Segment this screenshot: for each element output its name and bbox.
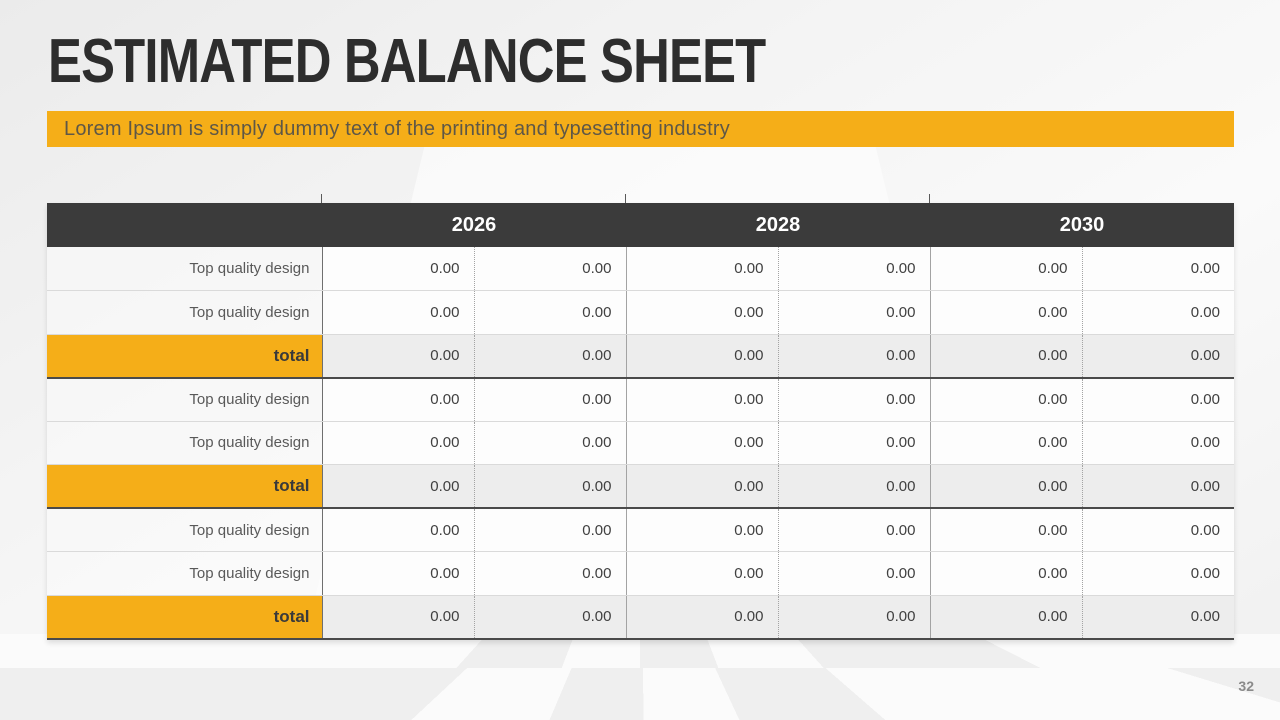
year-header-row: 2026 2028 2030 (47, 203, 1234, 247)
total-label-cell: total (47, 334, 323, 379)
value-cell: 0.00 (322, 421, 475, 465)
row-label-cell: Top quality design (47, 247, 323, 291)
value-cell: 0.00 (1082, 421, 1234, 465)
value-cell: 0.00 (778, 247, 931, 291)
value-cell: 0.00 (474, 508, 627, 552)
value-cell: 0.00 (930, 551, 1083, 596)
value-cell: 0.00 (626, 247, 779, 291)
value-cell: 0.00 (778, 551, 931, 596)
value-cell: 0.00 (930, 247, 1083, 291)
total-row: total 0.00 0.00 0.00 0.00 0.00 0.00 (47, 464, 1234, 509)
value-cell: 0.00 (930, 508, 1083, 552)
value-cell: 0.00 (626, 421, 779, 465)
table-row: Top quality design 0.00 0.00 0.00 0.00 0.00 0.… (47, 508, 1234, 552)
value-cell: 0.00 (778, 464, 931, 509)
value-cell: 0.00 (778, 334, 931, 379)
balance-sheet-table: 2026 2028 2030 Top quality design 0.00 0.0… (47, 203, 1234, 640)
row-label-cell: Top quality design (47, 421, 323, 465)
table-row: Top quality design 0.00 0.00 0.00 0.00 0.00 0.… (47, 551, 1234, 596)
value-cell: 0.00 (1082, 377, 1234, 422)
total-label-cell: total (47, 595, 323, 640)
subtitle-banner: Lorem Ipsum is simply dummy text of the … (47, 111, 1234, 147)
value-cell: 0.00 (778, 508, 931, 552)
value-cell: 0.00 (1082, 247, 1234, 291)
value-cell: 0.00 (474, 421, 627, 465)
value-cell: 0.00 (626, 595, 779, 640)
value-cell: 0.00 (626, 334, 779, 379)
value-cell: 0.00 (626, 464, 779, 509)
value-cell: 0.00 (322, 595, 475, 640)
column-boundary-tick (929, 194, 930, 203)
slide-title: ESTIMATED BALANCE SHEET (48, 27, 766, 96)
value-cell: 0.00 (1082, 464, 1234, 509)
value-cell: 0.00 (626, 377, 779, 422)
row-label-cell: Top quality design (47, 551, 323, 596)
row-label-cell: Top quality design (47, 508, 323, 552)
year-header-2028: 2028 (626, 203, 930, 247)
value-cell: 0.00 (930, 595, 1083, 640)
value-cell: 0.00 (474, 595, 627, 640)
value-cell: 0.00 (1082, 595, 1234, 640)
table-body: Top quality design 0.00 0.00 0.00 0.00 0.00 0.… (47, 247, 1234, 640)
value-cell: 0.00 (474, 334, 627, 379)
value-cell: 0.00 (930, 334, 1083, 379)
value-cell: 0.00 (474, 551, 627, 596)
checkered-floor-far-decoration (0, 634, 1280, 668)
header-empty-cell (47, 203, 322, 247)
value-cell: 0.00 (1082, 334, 1234, 379)
table-row: Top quality design 0.00 0.00 0.00 0.00 0.00 0.… (47, 421, 1234, 465)
value-cell: 0.00 (322, 551, 475, 596)
column-boundary-tick (321, 194, 322, 203)
value-cell: 0.00 (778, 377, 931, 422)
value-cell: 0.00 (930, 290, 1083, 335)
value-cell: 0.00 (930, 464, 1083, 509)
column-boundary-tick (625, 194, 626, 203)
value-cell: 0.00 (322, 290, 475, 335)
value-cell: 0.00 (626, 508, 779, 552)
year-header-2026: 2026 (322, 203, 626, 247)
value-cell: 0.00 (626, 290, 779, 335)
value-cell: 0.00 (474, 247, 627, 291)
total-row: total 0.00 0.00 0.00 0.00 0.00 0.00 (47, 334, 1234, 379)
row-label-cell: Top quality design (47, 377, 323, 422)
value-cell: 0.00 (322, 464, 475, 509)
total-label-cell: total (47, 464, 323, 509)
value-cell: 0.00 (322, 247, 475, 291)
value-cell: 0.00 (474, 464, 627, 509)
value-cell: 0.00 (1082, 290, 1234, 335)
year-header-2030: 2030 (930, 203, 1234, 247)
value-cell: 0.00 (322, 334, 475, 379)
value-cell: 0.00 (474, 377, 627, 422)
checkered-floor-near-decoration (0, 668, 1280, 720)
page-number: 32 (1238, 678, 1254, 694)
value-cell: 0.00 (930, 377, 1083, 422)
total-row: total 0.00 0.00 0.00 0.00 0.00 0.00 (47, 595, 1234, 640)
value-cell: 0.00 (322, 508, 475, 552)
value-cell: 0.00 (778, 421, 931, 465)
value-cell: 0.00 (474, 290, 627, 335)
value-cell: 0.00 (778, 595, 931, 640)
table-row: Top quality design 0.00 0.00 0.00 0.00 0.00 0.… (47, 290, 1234, 335)
value-cell: 0.00 (626, 551, 779, 596)
value-cell: 0.00 (322, 377, 475, 422)
value-cell: 0.00 (1082, 551, 1234, 596)
subtitle-text: Lorem Ipsum is simply dummy text of the … (64, 117, 730, 140)
table-row: Top quality design 0.00 0.00 0.00 0.00 0.00 0.… (47, 377, 1234, 422)
value-cell: 0.00 (930, 421, 1083, 465)
balance-sheet-table-wrap: 2026 2028 2030 Top quality design 0.00 0.0… (47, 194, 1234, 640)
row-label-cell: Top quality design (47, 290, 323, 335)
value-cell: 0.00 (778, 290, 931, 335)
table-row: Top quality design 0.00 0.00 0.00 0.00 0.00 0.… (47, 247, 1234, 291)
value-cell: 0.00 (1082, 508, 1234, 552)
